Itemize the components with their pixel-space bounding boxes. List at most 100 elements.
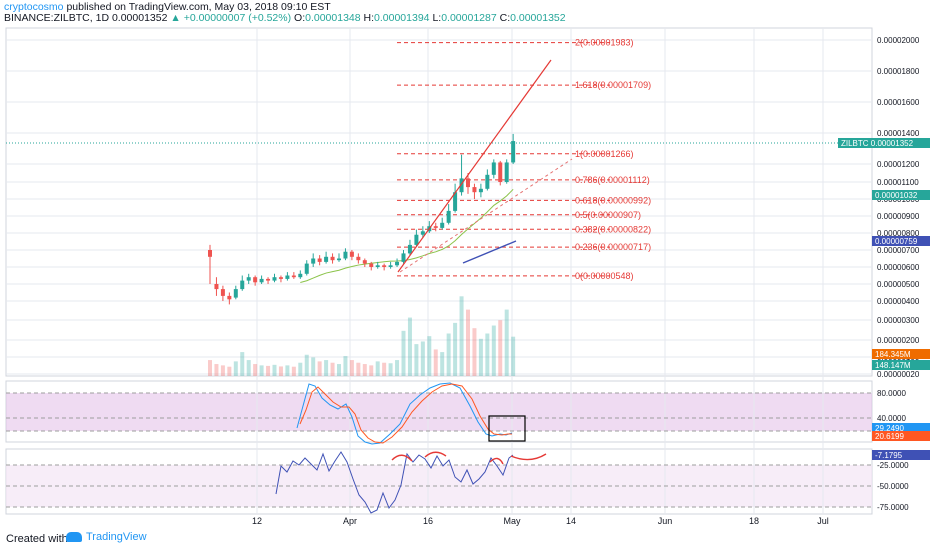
drawn-arc bbox=[424, 451, 447, 458]
chart-header: cryptocosmo published on TradingView.com… bbox=[0, 0, 932, 24]
fib-level-label: 1.618(0.00001709) bbox=[575, 80, 651, 90]
fib-level-label: 0.5(0.00000907) bbox=[575, 210, 641, 220]
volume-bar bbox=[401, 330, 406, 376]
volume-bar bbox=[337, 364, 341, 376]
y-tick-label: 0.00001100 bbox=[877, 178, 919, 187]
candle-body bbox=[298, 273, 303, 278]
volume-bar bbox=[227, 366, 232, 376]
candle-body bbox=[324, 256, 329, 262]
volume-bar bbox=[272, 364, 277, 376]
candle-body bbox=[278, 277, 283, 279]
volume-bar bbox=[304, 354, 309, 376]
volume-bar bbox=[504, 309, 509, 376]
candle-body bbox=[227, 295, 232, 300]
candle-body bbox=[401, 253, 406, 262]
y-tick-label: 0.00000400 bbox=[877, 297, 920, 306]
candle-body bbox=[253, 277, 258, 283]
candle-body bbox=[453, 192, 458, 211]
close-label: C: bbox=[499, 12, 511, 24]
candle-body bbox=[266, 278, 271, 281]
volume-bar bbox=[240, 352, 245, 376]
price-label-bg bbox=[838, 138, 930, 148]
blue-ma-line bbox=[462, 240, 517, 264]
price-label-bg bbox=[872, 236, 930, 246]
volume-bar bbox=[427, 336, 432, 376]
close-value: 0.00001352 bbox=[510, 12, 566, 24]
candle-body bbox=[272, 277, 277, 281]
x-tick-label: May bbox=[503, 516, 521, 526]
volume-bar bbox=[472, 328, 477, 376]
volume-bar bbox=[330, 362, 335, 376]
volume-bar bbox=[291, 366, 296, 376]
y-tick-label: 0.00000700 bbox=[877, 246, 920, 255]
candle-body bbox=[369, 263, 374, 267]
candle-body bbox=[311, 258, 316, 264]
volume-bar bbox=[466, 309, 470, 376]
fib-level-label: 0.382(0.00000822) bbox=[575, 224, 651, 234]
stoch-value-label: 29.2490 bbox=[875, 424, 904, 433]
volume-bar bbox=[298, 362, 303, 376]
volume-bar bbox=[324, 360, 329, 376]
candle-body bbox=[356, 256, 361, 261]
candle-body bbox=[459, 178, 464, 193]
publish-info: published on TradingView.com, May 03, 20… bbox=[66, 1, 331, 13]
volume-bar bbox=[478, 338, 483, 376]
candle-body bbox=[395, 261, 400, 266]
candle-body bbox=[420, 231, 425, 235]
volume-bar bbox=[395, 360, 400, 376]
volume-bar bbox=[246, 360, 251, 376]
y-tick-label: 0.00000800 bbox=[877, 229, 920, 238]
candle-body bbox=[259, 278, 264, 283]
footer: Created with TradingView bbox=[0, 528, 932, 550]
stoch-level-label: 80.0000 bbox=[877, 389, 906, 398]
candle-body bbox=[472, 187, 477, 193]
y-tick-label: 0.00001800 bbox=[877, 67, 920, 76]
volume-bar bbox=[375, 361, 380, 376]
volume-bar bbox=[453, 322, 458, 376]
low-label: L: bbox=[432, 12, 442, 24]
volume-bar bbox=[382, 362, 387, 376]
candle-body bbox=[440, 222, 445, 228]
drawn-arc bbox=[510, 453, 547, 461]
created-with-label: Created with bbox=[6, 533, 68, 545]
candle-body bbox=[382, 265, 387, 267]
candle-body bbox=[214, 284, 219, 290]
x-tick-label: 16 bbox=[423, 516, 433, 526]
volume-bar bbox=[349, 360, 354, 376]
volume-bar bbox=[278, 366, 283, 376]
tradingview-logo[interactable]: TradingView bbox=[66, 531, 147, 543]
volume-bar bbox=[266, 365, 271, 376]
y-tick-label: 0.00000300 bbox=[877, 316, 920, 325]
candle-body bbox=[433, 226, 438, 228]
candle-body bbox=[407, 244, 412, 254]
candle-body bbox=[362, 260, 367, 264]
author-name[interactable]: cryptocosmo bbox=[4, 1, 64, 13]
candle-body bbox=[330, 256, 335, 261]
volume-bar bbox=[259, 365, 264, 376]
high-value: 0.00001394 bbox=[374, 12, 430, 24]
volume-bar bbox=[220, 365, 225, 376]
stoch-band bbox=[6, 393, 872, 431]
highlight-box bbox=[488, 415, 526, 442]
candle-body bbox=[414, 234, 419, 245]
stoch-d-line bbox=[299, 383, 512, 444]
price-chart[interactable]: 0.00002000 0.00001800 0.00001600 0.00001400… bbox=[0, 24, 932, 528]
volume-bar bbox=[317, 361, 322, 376]
stoch-k-line bbox=[296, 382, 513, 445]
osc-level-label: -25.0000 bbox=[877, 461, 909, 470]
candle-body bbox=[291, 275, 296, 278]
volume-bar bbox=[491, 325, 496, 376]
volume-bar bbox=[446, 333, 451, 376]
candle-body bbox=[220, 289, 225, 296]
volume-bar bbox=[362, 364, 367, 376]
volume-bar bbox=[253, 364, 258, 376]
price-label-text: 0.00000759 bbox=[875, 237, 918, 246]
y-tick-label: 0.00001200 bbox=[877, 160, 920, 169]
volume-bar bbox=[433, 349, 438, 376]
candle-body bbox=[466, 178, 470, 188]
volume-bar bbox=[343, 356, 348, 376]
candle-body bbox=[246, 277, 251, 281]
fib-level-label: 0(0.00000548) bbox=[575, 271, 634, 281]
candle-body bbox=[375, 265, 380, 267]
osc-level-label: -75.0000 bbox=[877, 503, 909, 512]
